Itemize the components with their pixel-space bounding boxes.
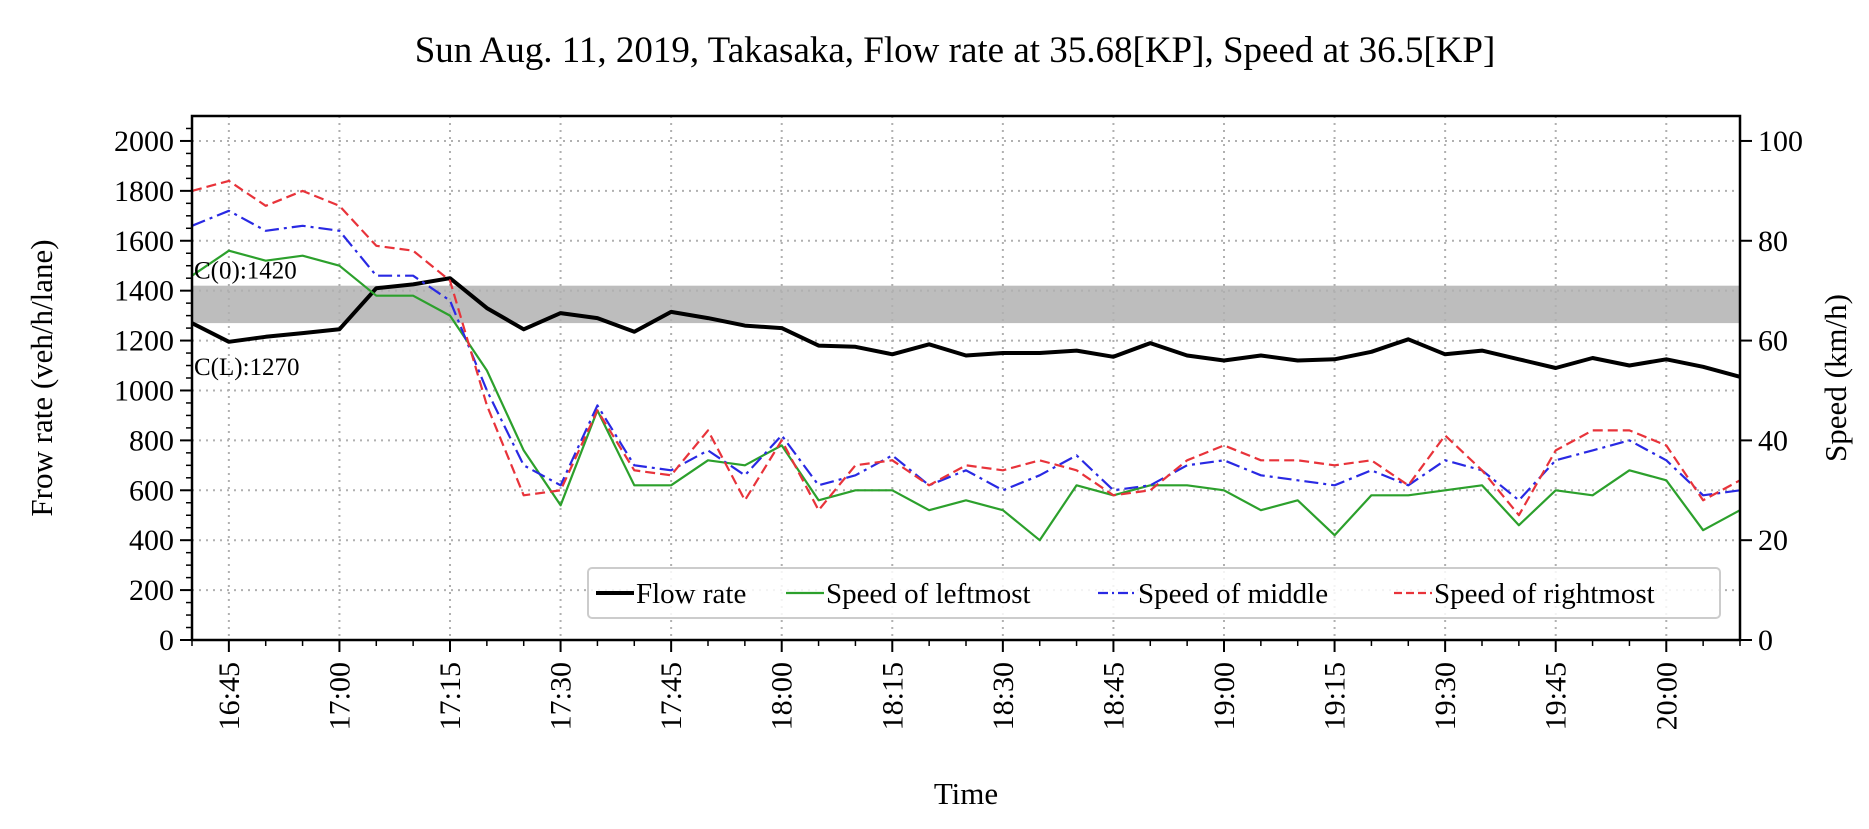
x-tick-label-13: 20:00 xyxy=(1650,662,1683,730)
y-left-tick-label-7: 1400 xyxy=(114,275,174,308)
y-left-tick-label-4: 800 xyxy=(129,424,174,457)
x-tick-label-4: 17:45 xyxy=(655,662,688,730)
series-line-flow-rate xyxy=(191,276,1741,379)
y-left-tick-label-3: 600 xyxy=(129,474,174,507)
y-axis-right-label: Speed (km/h) xyxy=(1818,294,1853,462)
x-tick-label-12: 19:45 xyxy=(1540,662,1573,730)
y-right-tick-label-5: 100 xyxy=(1758,125,1803,158)
y-left-tick-label-9: 1800 xyxy=(114,175,174,208)
y-left-tick-label-10: 2000 xyxy=(114,125,174,158)
y-axis-left-label: Frow rate (veh/h/lane) xyxy=(24,239,59,516)
x-axis-label: Time xyxy=(934,776,998,811)
chart-title: Sun Aug. 11, 2019, Takasaka, Flow rate a… xyxy=(415,30,1496,71)
x-tick-label-6: 18:15 xyxy=(876,662,909,730)
capacity-label-layer: C(0):1420 C(L):1270 xyxy=(194,258,300,381)
legend-box xyxy=(587,567,1721,619)
y-right-tick-label-1: 20 xyxy=(1758,524,1788,557)
capacity-label-lower: C(L):1270 xyxy=(194,354,300,381)
x-tick-label-9: 19:00 xyxy=(1208,662,1241,730)
series-line-speed-of-rightmost xyxy=(191,179,1741,517)
legend-label-speed-leftmost: Speed of leftmost xyxy=(826,578,1031,610)
x-tick-label-5: 18:00 xyxy=(766,662,799,730)
y-left-tick-label-6: 1200 xyxy=(114,325,174,358)
x-tick-label-8: 18:45 xyxy=(1097,662,1130,730)
x-tick-label-2: 17:15 xyxy=(434,662,467,730)
legend: Flow rate Speed of leftmost Speed of mid… xyxy=(587,567,1721,619)
y-right-tick-label-2: 40 xyxy=(1758,424,1788,457)
y-left-tick-label-8: 1600 xyxy=(114,225,174,258)
x-tick-label-0: 16:45 xyxy=(213,662,246,730)
legend-label-flow-rate: Flow rate xyxy=(636,578,746,610)
y-left-tick-label-2: 400 xyxy=(129,524,174,557)
series-layer xyxy=(191,179,1741,542)
y-left-tick-label-0: 0 xyxy=(159,624,174,657)
y-left-tick-label-5: 1000 xyxy=(114,374,174,407)
y-left-tick-label-1: 200 xyxy=(129,574,174,607)
legend-label-speed-rightmost: Speed of rightmost xyxy=(1434,578,1655,610)
x-tick-label-10: 19:15 xyxy=(1319,662,1352,730)
y-right-tick-label-4: 80 xyxy=(1758,225,1788,258)
legend-label-speed-middle: Speed of middle xyxy=(1138,578,1328,610)
y-right-tick-label-0: 0 xyxy=(1758,624,1773,657)
series-line-speed-of-leftmost xyxy=(191,249,1741,542)
x-tick-label-7: 18:30 xyxy=(987,662,1020,730)
x-tick-label-1: 17:00 xyxy=(323,662,356,730)
y-right-tick-label-3: 60 xyxy=(1758,325,1788,358)
grid-layer xyxy=(192,116,1740,640)
plot-frame xyxy=(190,114,1742,642)
capacity-label-upper: C(0):1420 xyxy=(194,258,297,285)
x-tick-label-11: 19:30 xyxy=(1429,662,1462,730)
x-tick-label-3: 17:30 xyxy=(545,662,578,730)
axis-layer: 0 200 400 600 800 1000 1200 1400 1600 1800 2000 0 20… xyxy=(114,125,1803,730)
